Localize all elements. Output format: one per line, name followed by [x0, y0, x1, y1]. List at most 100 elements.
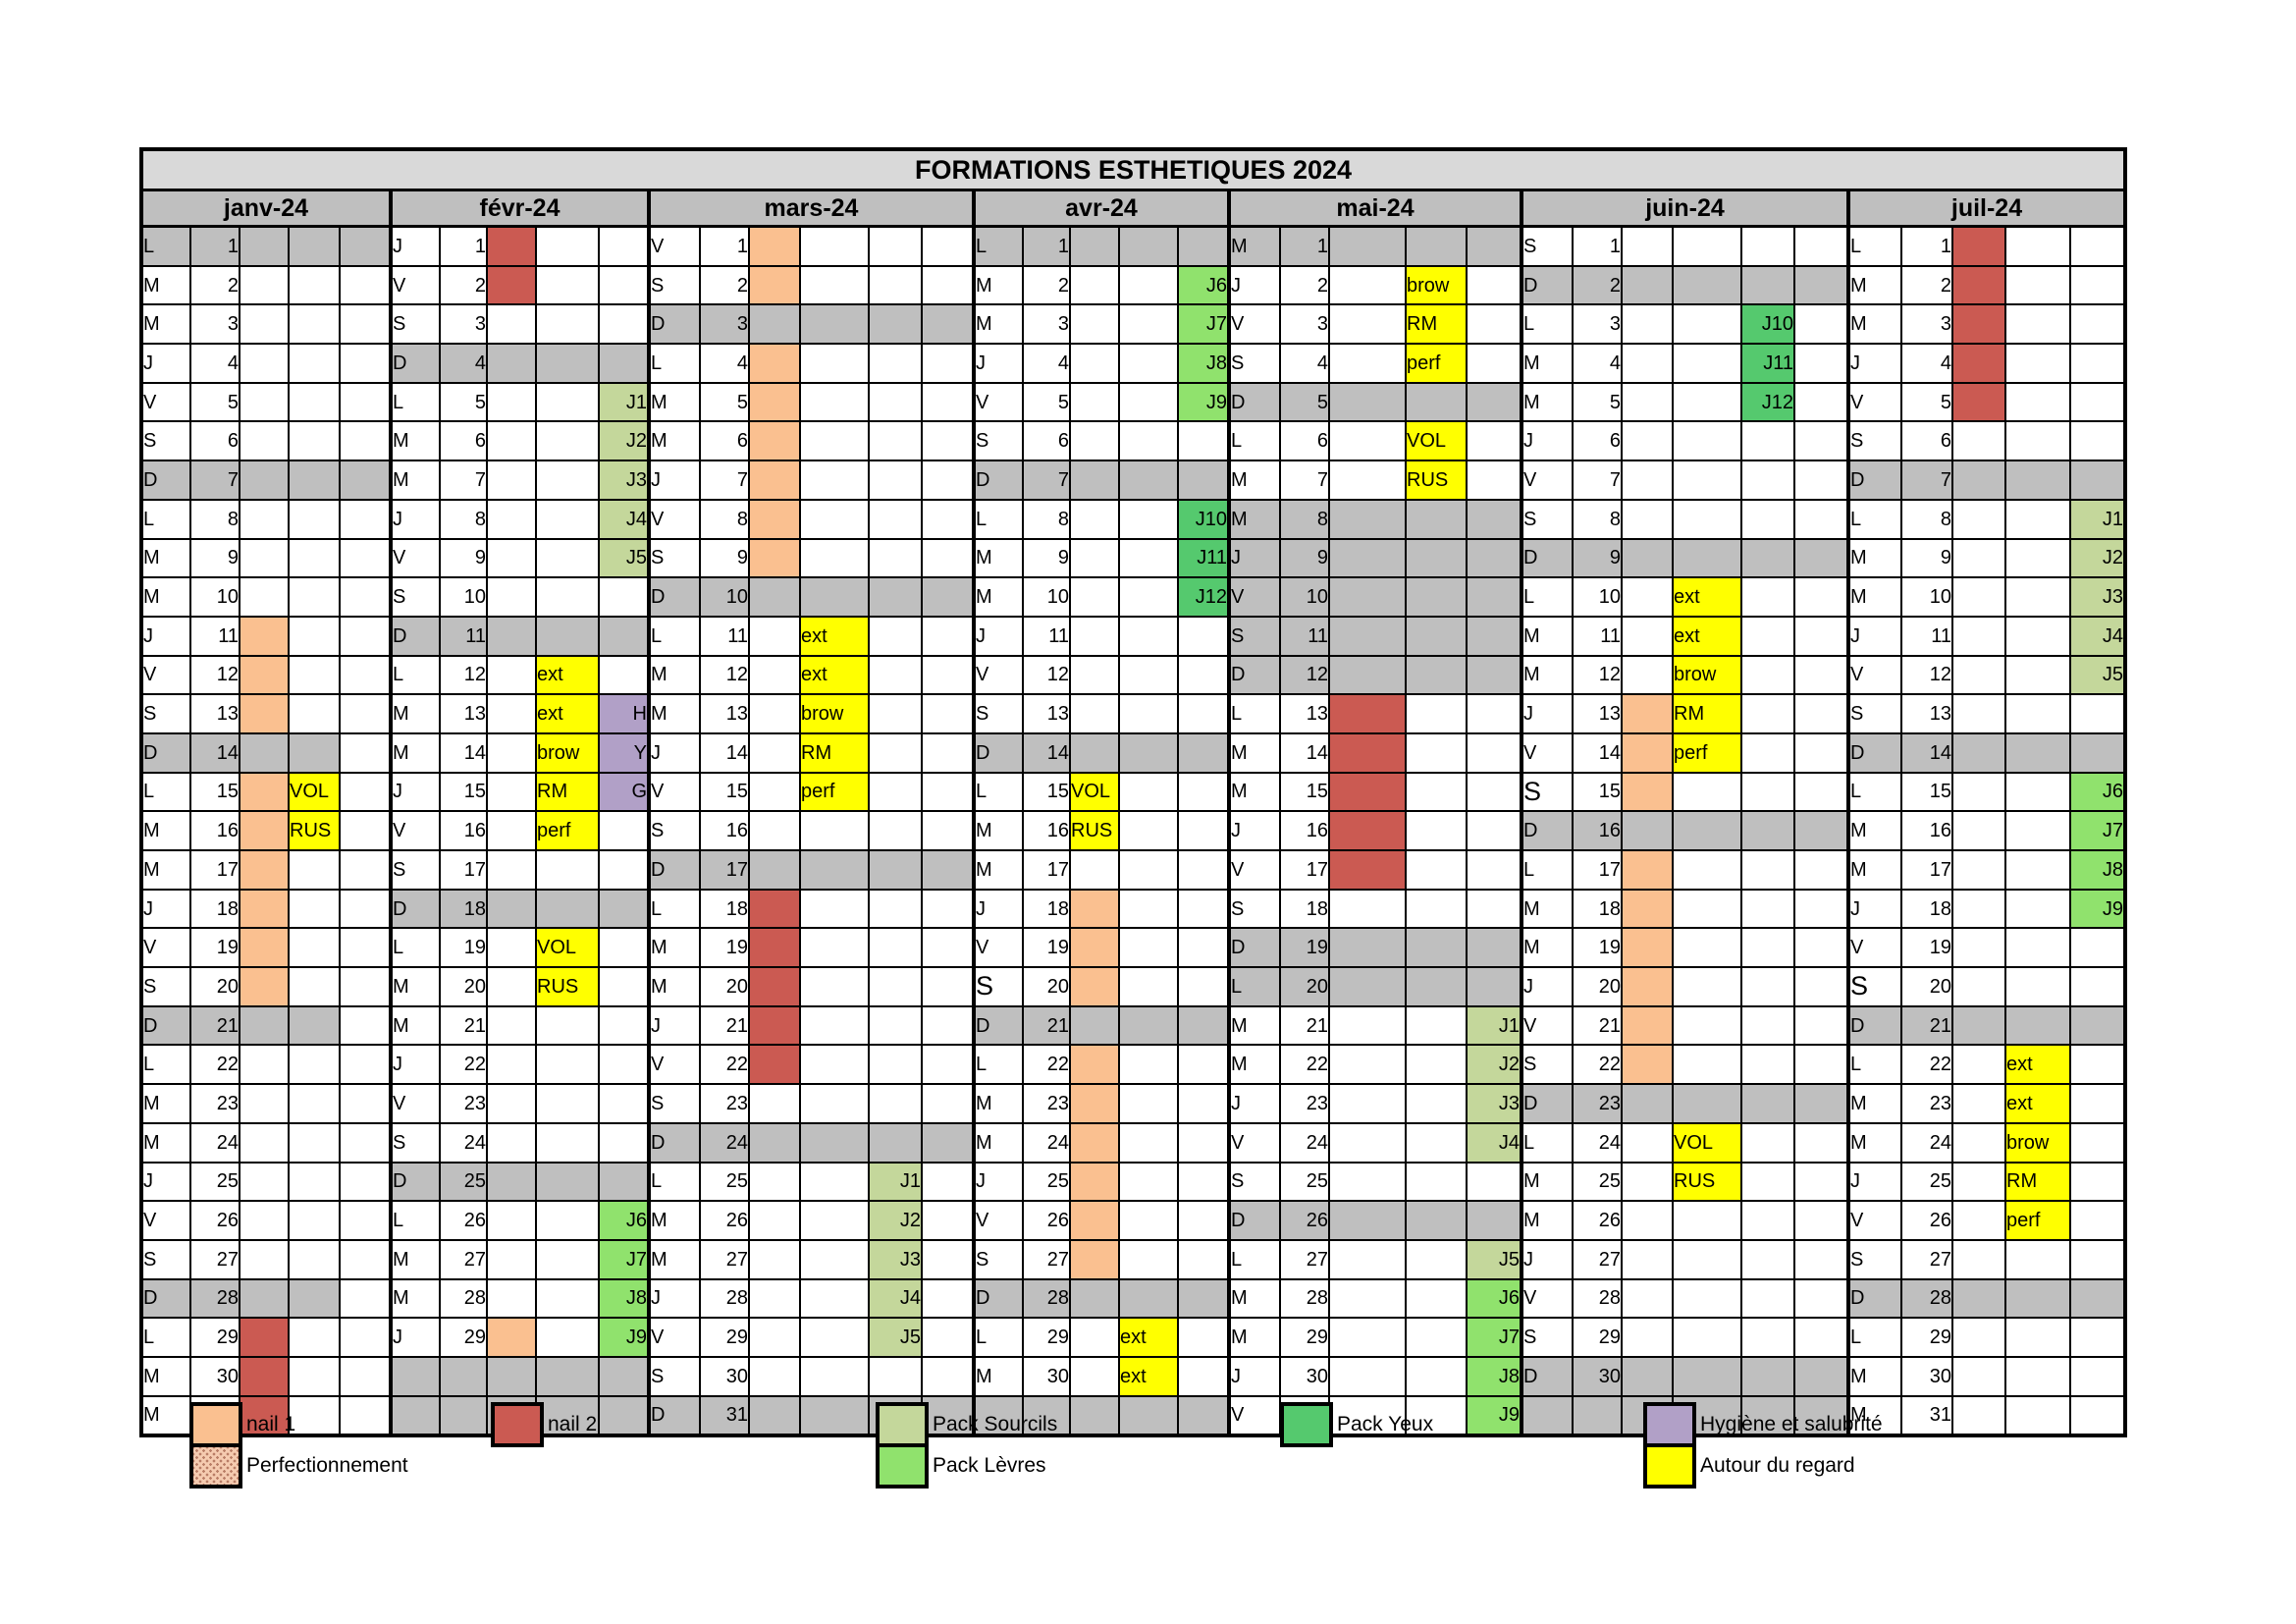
activity-cell-mars-24-18-c1	[748, 888, 801, 930]
activity-cell-juin-24-2-c3	[1740, 264, 1795, 306]
day-letter-f-vr-24-9: V	[389, 537, 441, 579]
activity-cell-juil-24-4-c3	[2069, 343, 2126, 384]
day-number-juin-24-2: 2	[1572, 264, 1623, 306]
activity-cell-f-vr-24-2-c3	[598, 264, 650, 306]
activity-cell-mars-24-21-c2	[799, 1004, 870, 1047]
activity-cell-f-vr-24-12-c1	[486, 654, 537, 696]
activity-cell-juil-24-1-c3	[2069, 225, 2126, 267]
activity-cell-janv-24-17-c1	[239, 849, 290, 891]
activity-cell-janv-24-22-c1	[239, 1044, 290, 1086]
activity-cell-mai-24-20-c1	[1328, 966, 1407, 1007]
activity-cell-mai-24-13-c1	[1328, 693, 1407, 734]
day-number-avr-24-17: 17	[1022, 849, 1071, 891]
activity-cell-avr-24-20-c3	[1177, 966, 1230, 1007]
activity-cell-f-vr-24-4-c3	[598, 343, 650, 384]
activity-cell-juin-24-6-c3	[1740, 420, 1795, 462]
day-letter-mars-24-6: M	[647, 420, 701, 462]
activity-cell-juin-24-26-c1	[1621, 1200, 1674, 1241]
activity-cell-juil-24-29-c2	[2004, 1317, 2071, 1358]
activity-cell-juin-24-3-c1	[1621, 303, 1674, 346]
activity-cell-mai-24-31-c3: J9	[1466, 1394, 1522, 1437]
day-letter-janv-24-7: D	[139, 460, 191, 501]
activity-cell-mars-24-28-c4	[921, 1277, 975, 1320]
activity-cell-mars-24-9-c3	[868, 537, 923, 579]
activity-cell-janv-24-15-c1	[239, 771, 290, 813]
day-letter-avr-24-22: L	[972, 1044, 1024, 1086]
activity-cell-avr-24-11-c1	[1069, 615, 1120, 657]
day-letter-f-vr-24-13: M	[389, 693, 441, 734]
day-letter-f-vr-24-29: J	[389, 1317, 441, 1358]
activity-cell-mai-24-17-c2	[1405, 849, 1468, 891]
activity-cell-f-vr-24-21-c1	[486, 1004, 537, 1047]
activity-cell-avr-24-14-c2	[1118, 731, 1179, 774]
day-number-janv-24-7: 7	[189, 460, 240, 501]
day-number-mars-24-7: 7	[699, 460, 750, 501]
activity-cell-mai-24-12-c3	[1466, 654, 1522, 696]
activity-cell-juin-24-22-c3	[1740, 1044, 1795, 1086]
activity-cell-juil-24-15-c3: J6	[2069, 771, 2126, 813]
day-letter-janv-24-25: J	[139, 1161, 191, 1203]
day-number-janv-24-31: 31	[189, 1394, 240, 1437]
activity-cell-mars-24-29-c1	[748, 1317, 801, 1358]
activity-cell-mars-24-29-c3: J5	[868, 1317, 923, 1358]
activity-cell-mai-24-20-c3	[1466, 966, 1522, 1007]
activity-cell-avr-24-26-c2	[1118, 1200, 1179, 1241]
activity-cell-mai-24-3-c3	[1466, 303, 1522, 346]
activity-cell-avr-24-21-c1	[1069, 1004, 1120, 1047]
day-letter-f-vr-24-26: L	[389, 1200, 441, 1241]
activity-cell-avr-24-4-c2	[1118, 343, 1179, 384]
calendar-row-19: V 19 L 19 VOL M 19 V 19 D 19 M 19 V 19	[139, 927, 2126, 969]
activity-cell-juil-24-11-c2	[2004, 615, 2071, 657]
activity-cell-janv-24-27-c3	[339, 1238, 392, 1280]
day-number-avr-24-14: 14	[1022, 731, 1071, 774]
title-row: FORMATIONS ESTHETIQUES 2024	[140, 148, 2126, 191]
activity-cell-mars-24-17-c3	[868, 849, 923, 891]
activity-cell-juin-24-22-c2	[1672, 1044, 1742, 1086]
activity-cell-mai-24-30-c3: J8	[1466, 1355, 1522, 1397]
activity-cell-mars-24-20-c2	[799, 966, 870, 1007]
activity-cell-juin-24-25-c3	[1740, 1161, 1795, 1203]
day-letter-janv-24-2: M	[139, 264, 191, 306]
day-number-mai-24-9: 9	[1279, 537, 1330, 579]
activity-cell-f-vr-24-12-c2: ext	[535, 654, 600, 696]
day-letter-mai-24-9: J	[1227, 537, 1281, 579]
activity-cell-juil-24-31-c3	[2069, 1394, 2126, 1437]
month-header-f-vr-24: févr-24	[389, 189, 650, 228]
activity-cell-mars-24-17-c2	[799, 849, 870, 891]
filler-cell	[1793, 1394, 1849, 1437]
day-letter-juin-24-9: D	[1520, 537, 1574, 579]
activity-cell-f-vr-24-22-c3	[598, 1044, 650, 1086]
activity-cell-janv-24-24-c2	[288, 1121, 341, 1164]
day-number-mai-24-5: 5	[1279, 381, 1330, 423]
activity-cell-mai-24-1-c1	[1328, 225, 1407, 267]
day-letter-juin-24-1: S	[1520, 225, 1574, 267]
legend-item-perfectionnement: Perfectionnement	[189, 1443, 408, 1489]
day-number-juil-24-28: 28	[1900, 1277, 1953, 1320]
activity-cell-mars-24-14-c3	[868, 731, 923, 774]
day-number-juil-24-18: 18	[1900, 888, 1953, 930]
activity-cell-juin-24-6-c2	[1672, 420, 1742, 462]
activity-cell-avr-24-17-c1	[1069, 849, 1120, 891]
activity-cell-avr-24-28-c1	[1069, 1277, 1120, 1320]
activity-cell-juil-24-15-c1	[1951, 771, 2006, 813]
day-number-avr-24-12: 12	[1022, 654, 1071, 696]
day-letter-f-vr-24-10: S	[389, 576, 441, 618]
activity-cell-janv-24-4-c1	[239, 343, 290, 384]
day-number-juin-24-23: 23	[1572, 1083, 1623, 1124]
activity-cell-f-vr-24-11-c3	[598, 615, 650, 657]
activity-cell-f-vr-24-17-c3	[598, 849, 650, 891]
activity-cell-juin-24-2-c2	[1672, 264, 1742, 306]
activity-cell-janv-24-22-c2	[288, 1044, 341, 1086]
day-letter-mai-24-24: V	[1227, 1121, 1281, 1164]
day-number-juin-24-7: 7	[1572, 460, 1623, 501]
activity-cell-mai-24-5-c3	[1466, 381, 1522, 423]
calendar-row-29: L 29 J 29 J9 V 29 J5 L 29 ext M 29 J7 S 29 L 29	[139, 1317, 2126, 1358]
calendar-row-12: V 12 L 12 ext M 12 ext V 12 D 12 M 12 brow V 12 J5	[139, 654, 2126, 696]
activity-cell-juil-24-10-c3: J3	[2069, 576, 2126, 618]
activity-cell-janv-24-17-c3	[339, 849, 392, 891]
day-number-mai-24-3: 3	[1279, 303, 1330, 346]
activity-cell-janv-24-6-c3	[339, 420, 392, 462]
activity-cell-mai-24-16-c2	[1405, 810, 1468, 851]
day-number-juil-24-23: 23	[1900, 1083, 1953, 1124]
day-number-f-vr-24-15: 15	[439, 771, 488, 813]
